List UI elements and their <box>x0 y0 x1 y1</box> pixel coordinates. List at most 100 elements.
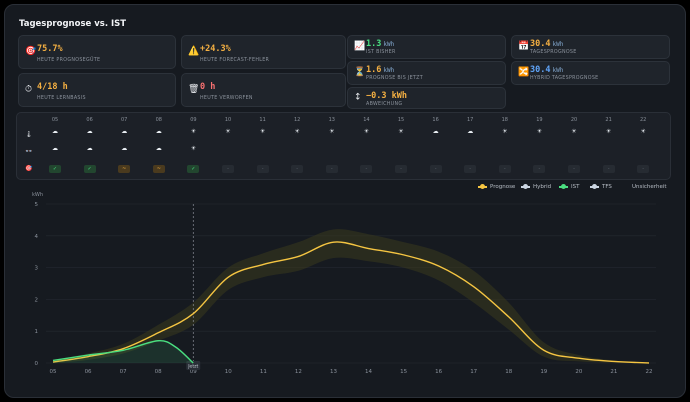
weather-hour-label: 17 <box>467 117 474 123</box>
hour-status-badge: ✓ <box>49 165 61 173</box>
hour-status-badge: - <box>464 165 477 173</box>
cloud-icon: ☁ <box>121 145 128 152</box>
cloud-icon: ☁ <box>52 128 58 135</box>
hour-status-badge: - <box>222 165 234 173</box>
hour-status-badge: - <box>429 165 442 173</box>
y-tick-label: 5 <box>35 202 39 208</box>
stat-label: IST BISHER <box>366 50 396 55</box>
weather-hour-label: 18 <box>501 117 508 123</box>
hour-status-badge: - <box>291 165 304 173</box>
weather-hour-label: 09 <box>190 117 197 123</box>
hybrid-icon: 🔀 <box>518 67 530 78</box>
legend-item-hybrid[interactable]: Hybrid <box>521 184 551 190</box>
stat-value: +24.3% <box>200 44 231 54</box>
hour-status-badge: ~ <box>118 165 131 173</box>
weather-hourly-panel: 🌡 👓 🎯 05 ☁ ☁ ✓ 06 ☁ ☁ ✓ 07 ☁ ☁ ~08 ☁ ☁ ~09 ☀ ☀ ✓ 10 ☀ - 11 ☀ - 12 ☀ -… <box>16 112 671 180</box>
x-tick-label: 22 <box>645 369 652 375</box>
sun-icon: ☀ <box>363 128 370 135</box>
weather-hour-label: 19 <box>536 117 543 123</box>
ist-area <box>53 340 194 363</box>
stat-card-prognose-bis-jetzt: ⏳ 1.6 kWh PROGNOSE BIS JETZT <box>347 61 506 85</box>
legend-swatch <box>590 184 599 189</box>
sun-icon: ☀ <box>294 128 300 135</box>
stat-label: HEUTE PROGNOSEGÜTE <box>37 58 101 63</box>
hour-status-badge: - <box>325 165 338 173</box>
hour-status-badge: - <box>533 165 546 173</box>
y-tick-label: 4 <box>35 234 39 240</box>
stat-value: 1.3 kWh <box>366 39 395 49</box>
x-tick-label: 14 <box>365 369 372 375</box>
y-axis-label: kWh <box>32 192 43 198</box>
weather-hour-label: 06 <box>86 117 93 123</box>
stat-value: 4/18 h <box>37 82 68 92</box>
series-line-prognose <box>52 241 650 364</box>
weather-hour-label: 15 <box>397 117 405 123</box>
weather-hour-label: 16 <box>432 117 439 123</box>
stat-value: 30.4 kWh <box>530 39 564 49</box>
legend-item-ist[interactable]: IST <box>559 184 579 190</box>
sun-icon: ☀ <box>329 128 335 135</box>
hour-status-badge: ✓ <box>187 165 200 173</box>
x-tick-label: 08 <box>155 369 162 375</box>
stat-card-heute-verworfen: 🗑 0 h HEUTE VERWORFEN <box>181 73 346 107</box>
sun-icon: ☀ <box>190 145 197 152</box>
now-marker-box <box>186 361 201 370</box>
stat-label: PROGNOSE BIS JETZT <box>366 76 423 81</box>
x-tick-label: 13 <box>330 369 337 375</box>
stat-value: 75.7% <box>37 44 63 54</box>
x-tick-label: 10 <box>225 369 232 375</box>
x-tick-label: 06 <box>85 369 92 375</box>
hour-status-badge: - <box>395 165 407 173</box>
x-tick-label: 07 <box>120 369 127 375</box>
cloud-icon: ☁ <box>86 145 93 152</box>
hour-status-badge: ~ <box>152 165 165 173</box>
sun-icon: ☀ <box>571 128 577 135</box>
panel-title: Tagesprognose vs. IST <box>19 19 127 29</box>
target-icon: 🎯 <box>25 46 37 57</box>
weather-hour-label: 05 <box>51 117 59 123</box>
weather-hour-label: 07 <box>121 117 128 123</box>
target-icon: 🎯 <box>25 165 33 172</box>
stat-card-ist-bisher: 📈 1.3 kWh IST BISHER <box>347 35 506 59</box>
y-tick-label: 2 <box>35 297 39 303</box>
x-tick-label: 05 <box>50 369 57 375</box>
cloud-icon: ☁ <box>121 128 128 135</box>
stopwatch-icon: ⏱ <box>25 84 33 95</box>
x-tick-label: 15 <box>400 369 407 375</box>
x-tick-label: 16 <box>435 369 442 375</box>
x-tick-label: 11 <box>260 369 267 375</box>
sun-icon: ☀ <box>536 128 543 135</box>
stat-label: HEUTE FORECAST-FEHLER <box>200 58 270 63</box>
legend-label: Hybrid <box>533 184 552 190</box>
hour-status-badge: - <box>498 165 511 173</box>
warning-icon: ⚠️ <box>188 46 200 57</box>
legend-swatch <box>478 184 487 189</box>
cloud-icon: ☁ <box>432 128 439 135</box>
sun-icon: ☀ <box>259 128 266 135</box>
sun-icon: ☀ <box>502 128 508 135</box>
weather-hour-label: 08 <box>155 117 162 123</box>
stat-value: 30.4 kWh <box>530 65 564 75</box>
weather-hour-label: 11 <box>259 117 266 123</box>
stat-label: ABWEICHUNG <box>366 102 403 107</box>
y-tick-label: 0 <box>35 361 39 367</box>
sun-icon: ☀ <box>225 128 231 135</box>
stat-card-heute-lernbasis: ⏱ 4/18 h HEUTE LERNBASIS <box>18 73 176 107</box>
legend-item-unsicherheit[interactable]: Unsicherheit <box>632 184 667 190</box>
stat-label: HYBRID TAGESPROGNOSE <box>530 76 599 81</box>
legend-item-prognose[interactable]: Prognose <box>478 184 515 190</box>
cloud-icon: ☁ <box>52 145 58 152</box>
hour-status-badge: ✓ <box>83 165 96 173</box>
stat-card-hybrid-tagesprognose: 🔀 30.4 kWh HYBRID TAGESPROGNOSE <box>511 61 670 85</box>
stat-card-heute-prognoseg-te: 🎯 75.7% HEUTE PROGNOSEGÜTE <box>18 35 176 69</box>
x-tick-label: 17 <box>470 369 477 375</box>
legend-label: Unsicherheit <box>632 184 667 190</box>
legend-item-tfs[interactable]: TFS <box>590 184 612 190</box>
updown-icon: ↕ <box>354 92 362 103</box>
stat-value: 0 h <box>200 82 216 92</box>
legend-label: Prognose <box>490 184 516 190</box>
hour-status-badge: - <box>360 165 373 173</box>
stat-label: HEUTE LERNBASIS <box>37 96 86 101</box>
x-tick-label: 19 <box>540 369 547 375</box>
